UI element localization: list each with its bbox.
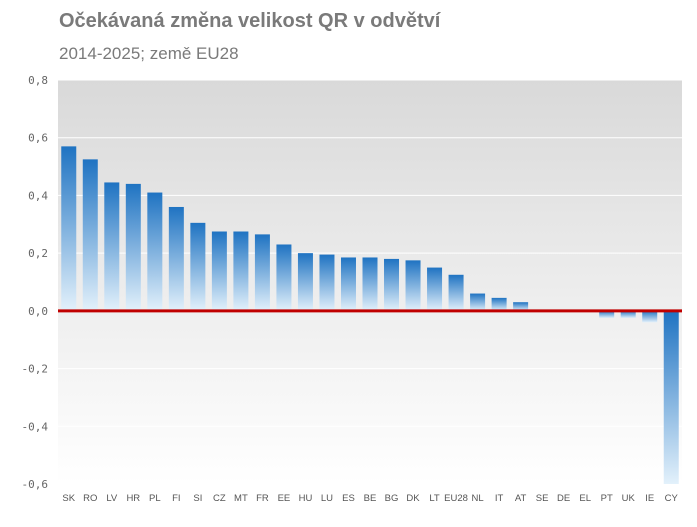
x-tick-label: IT	[495, 493, 504, 504]
x-tick-label: UK	[622, 493, 636, 504]
bar-es	[340, 257, 356, 311]
bar-ro	[82, 159, 98, 311]
bar-at	[513, 302, 529, 311]
x-tick-label: PT	[601, 493, 613, 504]
bar-hu	[297, 253, 313, 311]
bar-bg	[384, 258, 400, 311]
x-tick-label: DE	[557, 493, 570, 504]
x-tick-label: DK	[406, 493, 420, 504]
bar-fr	[254, 234, 270, 311]
bar-lu	[319, 254, 335, 311]
chart-subtitle: 2014-2025; země EU28	[59, 44, 239, 63]
x-tick-label: LT	[429, 493, 440, 504]
y-tick-label: 0,4	[28, 189, 48, 202]
x-tick-label: SK	[62, 493, 75, 504]
x-tick-label: FI	[172, 493, 180, 504]
x-tick-label: BE	[364, 493, 377, 504]
y-tick-label: -0,2	[22, 363, 49, 376]
bar-dk	[405, 260, 421, 311]
bar-hr	[125, 183, 141, 311]
y-tick-label: 0,6	[28, 132, 48, 145]
y-axis-ticks: 0,8 0,6 0,4 0,2 0,0 -0,2 -0,4 -0,6	[22, 74, 49, 491]
x-axis-ticks: SK RO LV HR PL FI SI CZ MT FR EE HU LU ES BE BG DK LT EU28…	[62, 493, 678, 504]
bars	[61, 146, 679, 484]
bar-pl	[147, 192, 163, 311]
x-tick-label: EE	[278, 493, 291, 504]
x-tick-label: HR	[126, 493, 140, 504]
bar-fi	[168, 206, 184, 311]
bar-it	[491, 297, 507, 311]
x-tick-label: EU28	[444, 493, 468, 504]
bar-mt	[233, 231, 249, 311]
bar-be	[362, 257, 378, 311]
x-tick-label: FR	[256, 493, 269, 504]
chart-title: Očekávaná změna velikost QR v odvětví	[59, 10, 441, 32]
bar-nl	[470, 293, 486, 311]
x-tick-label: BG	[385, 493, 399, 504]
x-tick-label: ES	[342, 493, 355, 504]
x-tick-label: HU	[299, 493, 313, 504]
x-tick-label: PL	[149, 493, 161, 504]
y-tick-label: 0,8	[28, 74, 48, 87]
x-tick-label: LU	[321, 493, 333, 504]
x-tick-label: LV	[106, 493, 118, 504]
y-tick-label: 0,2	[28, 247, 48, 260]
x-tick-label: SE	[536, 493, 549, 504]
x-tick-label: RO	[83, 493, 97, 504]
bar-uk	[620, 310, 636, 319]
x-tick-label: MT	[234, 493, 248, 504]
x-tick-label: NL	[472, 493, 484, 504]
bar-lt	[427, 267, 443, 311]
x-tick-label: AT	[515, 493, 527, 504]
bar-eu28	[448, 274, 464, 311]
bar-cy	[663, 310, 679, 484]
x-tick-label: IE	[645, 493, 654, 504]
y-tick-label: -0,6	[22, 478, 49, 491]
bar-ie	[642, 310, 658, 323]
bar-cz	[211, 231, 227, 311]
bar-si	[190, 222, 206, 311]
x-tick-label: CY	[665, 493, 679, 504]
bar-pt	[599, 310, 615, 319]
bar-sk	[61, 146, 77, 311]
x-tick-label: EL	[579, 493, 591, 504]
bar-ee	[276, 244, 292, 311]
x-tick-label: CZ	[213, 493, 226, 504]
bar-lv	[104, 182, 120, 311]
x-tick-label: SI	[193, 493, 202, 504]
y-tick-label: 0,0	[28, 305, 48, 318]
y-tick-label: -0,4	[22, 420, 49, 433]
